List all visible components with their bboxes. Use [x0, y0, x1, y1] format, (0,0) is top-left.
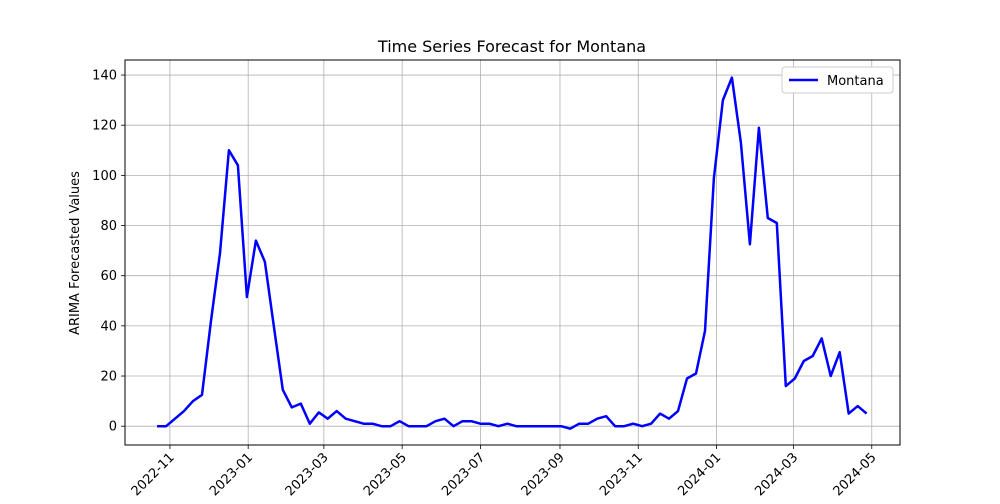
y-tick-label: 40	[100, 319, 117, 334]
y-tick-label: 100	[92, 169, 117, 184]
plot-area	[124, 59, 901, 446]
y-tick-label: 120	[92, 119, 117, 134]
x-tick-label: 2023-01	[207, 450, 256, 499]
x-tick-label: 2024-03	[752, 450, 801, 499]
legend-box	[781, 66, 894, 94]
grid-lines	[125, 60, 900, 445]
y-tick-label: 0	[109, 420, 117, 435]
x-tick-label: 2023-05	[361, 450, 410, 499]
y-tick-label: 80	[100, 219, 117, 234]
axes: 0 20 40 60 80 100 120 140 2022-11 2023-01 2023-03 2…	[92, 69, 879, 500]
x-tick-label: 2023-09	[519, 450, 568, 499]
x-tick-label: 2022-11	[129, 450, 178, 499]
x-tick-label: 2023-07	[439, 450, 488, 499]
legend: Montana	[781, 66, 894, 94]
chart-title: Time Series Forecast for Montana	[377, 37, 646, 56]
y-tick-label: 20	[100, 370, 117, 385]
series-layer	[157, 76, 868, 430]
x-tick-label: 2023-11	[597, 450, 646, 499]
x-tick-label: 2024-05	[831, 450, 880, 499]
y-axis-label: ARIMA Forecasted Values	[68, 171, 83, 335]
x-tick-label: 2023-03	[283, 450, 332, 499]
x-tick-label: 2024-01	[675, 450, 724, 499]
series-line-montana	[157, 76, 868, 430]
y-tick-label: 140	[92, 69, 117, 84]
y-tick-label: 60	[100, 269, 117, 284]
legend-label-montana: Montana	[827, 74, 884, 89]
